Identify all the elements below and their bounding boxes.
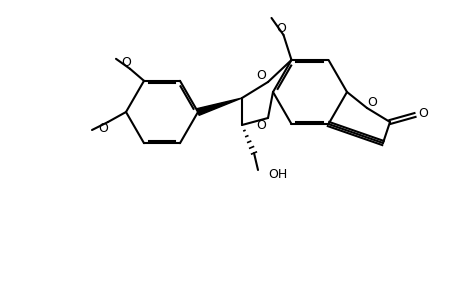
- Text: O: O: [366, 95, 376, 109]
- Text: O: O: [256, 68, 265, 82]
- Polygon shape: [196, 98, 241, 115]
- Text: O: O: [98, 122, 108, 134]
- Text: OH: OH: [268, 169, 286, 182]
- Text: O: O: [121, 56, 131, 69]
- Text: O: O: [256, 118, 265, 131]
- Text: O: O: [276, 22, 286, 35]
- Text: O: O: [417, 106, 427, 119]
